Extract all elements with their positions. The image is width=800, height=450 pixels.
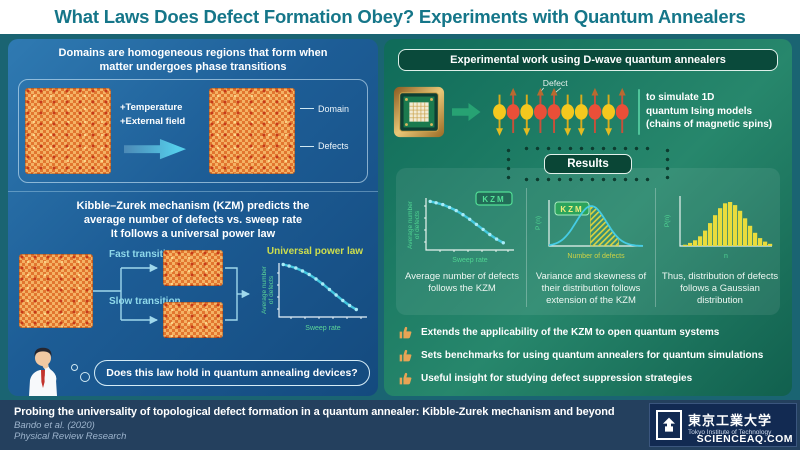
sim-divider [638,88,640,135]
domain-callout: Domain [300,104,349,114]
svg-text:KZM: KZM [482,195,505,204]
right-panel: Experimental work using D-wave quantum a… [384,39,792,396]
svg-text:P(n): P(n) [664,215,671,227]
results-badge: Results [544,154,632,174]
kzm-average-chart: KZM Average number of defects Sweep rate [407,191,514,264]
left-panel-divider [8,191,378,193]
slow-transition-label: Slow transition [109,296,181,308]
universal-power-law-plot: Universal power law Average number of de… [257,246,373,342]
ordered-lattice-image [209,88,295,175]
transition-arrow-icon [124,139,186,160]
spin-chain: Defect [488,78,632,144]
page-title: What Laws Does Defect Formation Obey? Ex… [54,6,746,27]
thumbs-up-icon [399,372,412,384]
result-caption: Average number of defects follows the KZ… [405,271,519,294]
gaussian-histogram-chart: P(n) n [664,196,773,260]
defects-pointer-line [300,145,314,147]
simulation-row: Defect to simulate 1D quantum Ising mode… [392,78,784,144]
chip-pins-icon [506,148,511,182]
slow-transition-lattice-image [163,302,223,339]
results-panel: KZM Average number of defects Sweep rate… [396,168,780,315]
external-field-label: +External field [120,116,186,128]
thumbs-up-icon [399,326,412,338]
logo-japanese-name: 東京工業大学 [688,413,773,429]
fast-transition-lattice-image [163,250,223,287]
result-column-kzm-average: KZM Average number of defects Sweep rate… [398,188,526,307]
transition-labels: +Temperature +External field [116,102,204,160]
defect-label: Defect [543,79,569,88]
question-bubble: Does this law hold in quantum annealing … [94,360,370,387]
takeaway-item: Sets benchmarks for using quantum anneal… [398,348,778,363]
power-law-chart: Average number of defects Sweep rate [261,263,367,332]
thought-dot-icon [71,364,78,372]
takeaway-item: Useful insight for studying defect suppr… [398,371,778,386]
kzm-diagram: Fast transition Slow transition Universa… [13,246,373,342]
spin-chain-chart: Defect [493,78,629,136]
takeaway-item: Extends the applicability of the KZM to … [398,325,778,340]
temperature-label: +Temperature [120,102,183,114]
svg-text:n: n [724,253,728,260]
footer: Probing the universality of topological … [0,400,800,450]
domains-diagram: +Temperature +External field Domain Defe… [18,79,368,184]
tokyo-tech-emblem-icon [656,410,682,440]
takeaways-list: Extends the applicability of the KZM to … [398,325,778,386]
result-column-gaussian: P(n) n Thus, distribution of defects fol… [655,188,784,307]
arrow-right-icon [452,102,481,121]
svg-text:Sweep rate: Sweep rate [452,257,488,264]
defects-callout: Defects [300,141,349,151]
svg-text:of defects: of defects [414,210,421,239]
title-bar: What Laws Does Defect Formation Obey? Ex… [0,0,800,34]
svg-text:of defects: of defects [268,276,275,305]
logo-english-name: Tokyo Institute of Technology [688,428,772,436]
kzm-heading: Kibble–Zurek mechanism (KZM) predicts th… [76,200,310,241]
paper-title: Probing the universality of topological … [14,406,615,418]
thought-dot-icon [80,372,90,383]
kzm-connector-lines [93,264,251,325]
tokyo-tech-text: 東京工業大学 Tokyo Institute of Technology [688,413,773,436]
quantum-chip-icon [393,86,445,137]
chip-pins-icon [524,177,652,182]
domains-heading: Domains are homogeneous regions that for… [58,47,328,74]
question-area: Does this law hold in quantum annealing … [8,344,378,396]
svg-text:KZM: KZM [560,205,583,214]
svg-text:Average number: Average number [261,266,268,315]
paper-journal: Physical Review Research [14,431,127,442]
power-law-title: Universal power law [266,246,364,258]
kzm-distribution-chart: KZM P (n) Number of defects [535,200,644,260]
svg-text:Average number: Average number [407,200,414,249]
chip-pins-icon [524,146,652,151]
initial-lattice-image [19,254,93,329]
watermark: SCIENCEAQ.COM [696,433,793,445]
domain-pointer-line [300,108,314,110]
chip-pins-icon [665,148,670,182]
thumbs-up-icon [399,349,412,361]
left-panel: Domains are homogeneous regions that for… [8,39,378,396]
svg-text:Number of defects: Number of defects [567,253,625,260]
fast-transition-label: Fast transition [109,249,178,261]
disordered-lattice-image [25,88,111,175]
result-caption: Thus, distribution of defects follows a … [661,271,779,306]
scientist-figure [29,348,57,396]
result-caption: Variance and skewness of their distribut… [535,271,647,306]
lattice-callouts: Domain Defects [300,88,361,174]
tokyo-tech-logo: 東京工業大学 Tokyo Institute of Technology SCI… [649,403,797,447]
paper-authors: Bando et al. (2020) [14,420,95,431]
main-content: Domains are homogeneous regions that for… [0,34,800,400]
citation: Probing the universality of topological … [0,400,649,450]
svg-text:P (n): P (n) [535,216,542,230]
simulation-description: to simulate 1D quantum Ising models (cha… [646,92,773,131]
results-badge-assembly: Results [384,146,792,182]
svg-text:Sweep rate: Sweep rate [305,325,341,332]
result-column-kzm-distribution: KZM P (n) Number of defects Variance and… [526,188,655,307]
experiment-header: Experimental work using D-wave quantum a… [398,49,778,71]
